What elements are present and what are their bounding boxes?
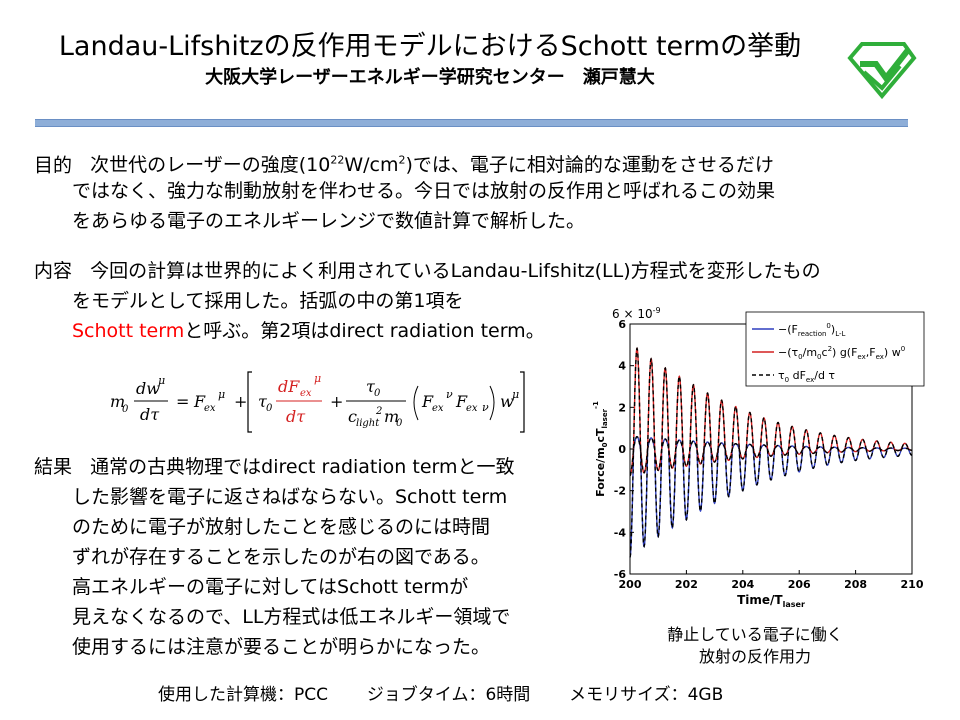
svg-text:m: m <box>110 392 125 411</box>
purpose-line2: ではなく、強力な制動放射を伴わせる。今日では放射の反作用と呼ばれるこの効果 <box>72 180 776 202</box>
content-line2: をモデルとして採用した。括弧の中の第1項を <box>72 290 464 312</box>
svg-text:F: F <box>455 392 468 411</box>
svg-text:0: 0 <box>374 388 381 399</box>
caption-line2: 放射の反作用力 <box>698 647 811 666</box>
results-line7: 使用するには注意が要ることが明らかになった。 <box>72 636 491 658</box>
svg-text:ex: ex <box>432 403 444 414</box>
x-tick-label: 206 <box>788 578 811 591</box>
svg-text:dF: dF <box>278 377 300 396</box>
svg-text:τ: τ <box>366 377 376 396</box>
svg-text:ν: ν <box>482 401 489 414</box>
purpose-label: 目的 <box>34 154 73 177</box>
results-line2: した影響を電子に返さねばならない。Schott term <box>72 486 508 508</box>
purpose-line3: をあらゆる電子のエネルギーレンジで数値計算で解析した。 <box>72 210 586 232</box>
caption-line1: 静止している電子に働く <box>667 625 843 644</box>
content-section: 内容 今回の計算は世界的によく利用されているLandau-Lifshitz(LL… <box>34 256 821 346</box>
results-label: 結果 <box>34 456 73 478</box>
jobtime-info: ジョブタイム：6時間 <box>366 685 531 705</box>
x-tick-label: 202 <box>675 578 698 591</box>
results-line3: のために電子が放射したことを感じるのには時間 <box>72 516 491 538</box>
memory-info: メモリサイズ：4GB <box>569 685 724 705</box>
chart-legend: −(Freaction0)L-L −(τ0/m0c2) g(Fex,Fex) w… <box>745 311 925 387</box>
computer-info: 使用した計算機：PCC <box>158 685 328 705</box>
series-line-schott-dashed-upper <box>629 346 912 477</box>
svg-text:m: m <box>384 407 399 426</box>
svg-text:+: + <box>234 392 247 411</box>
reaction-force-chart: 200 202 204 206 208 210 -6 -4 -2 0 2 4 6 6 × 10-9 Ti… <box>592 306 925 609</box>
x-axis-label: Time/Tlaser <box>737 593 805 609</box>
y-tick-label: 0 <box>618 443 626 456</box>
results-line6: 見えなくなるので、LL方程式は低エネルギー領域で <box>72 606 511 628</box>
content-label: 内容 <box>34 260 73 282</box>
svg-text:0: 0 <box>122 404 129 415</box>
purpose-section: 目的 次世代のレーザーの強度(1022W/cm2)では、電子に相対論的な運動をさ… <box>34 146 775 236</box>
diamond-logo-icon <box>847 42 917 100</box>
svg-text:ex: ex <box>204 403 216 414</box>
header-divider <box>35 119 908 127</box>
svg-text:dw: dw <box>136 379 160 398</box>
svg-text:0: 0 <box>266 403 273 414</box>
x-tick-label: 210 <box>901 578 924 591</box>
svg-text:dτ: dτ <box>286 407 306 426</box>
svg-text:light: light <box>356 418 380 429</box>
legend-entry-2: −(τ0/m0c2) g(Fex,Fex) w0 <box>778 345 905 361</box>
svg-text:=: = <box>176 392 189 411</box>
svg-text:μ: μ <box>314 372 321 385</box>
svg-text:μ: μ <box>512 388 519 401</box>
ll-equation: m 0 dw μ dτ = F ex μ + τ 0 dF ex μ dτ + … <box>110 371 525 433</box>
svg-text:w: w <box>500 392 514 411</box>
results-line4: ずれが存在することを示したのが右の図である。 <box>72 546 490 568</box>
svg-text:ν: ν <box>446 388 453 401</box>
legend-entry-1: −(Freaction0)L-L <box>778 322 845 338</box>
content-line1: 今回の計算は世界的によく利用されているLandau-Lifshitz(LL)方程… <box>90 260 821 282</box>
slide-title: Landau-Lifshitzの反作用モデルにおけるSchott termの挙動 <box>58 31 802 62</box>
svg-text:dτ: dτ <box>140 405 160 424</box>
series-line-schott-dashed-lower <box>629 436 913 558</box>
author-affiliation: 大阪大学レーザーエネルギー学研究センター 瀬戸慧大 <box>205 67 655 88</box>
svg-text:2: 2 <box>375 406 382 417</box>
x-tick-label: 204 <box>731 578 754 591</box>
svg-text:c: c <box>348 407 357 426</box>
svg-text:ex: ex <box>300 388 312 399</box>
svg-text:τ: τ <box>258 392 268 411</box>
results-section: 結果 通常の古典物理ではdirect radiation termと一致 した影… <box>34 452 515 662</box>
y-tick-label: -6 <box>614 568 627 581</box>
svg-text:F: F <box>421 392 434 411</box>
results-line5: 高エネルギーの電子に対してはSchott termが <box>72 576 469 598</box>
y-tick-label: -4 <box>614 526 627 539</box>
content-line3: Schott termと呼ぶ。第2項はdirect radiation term… <box>72 320 545 342</box>
y-tick-label: 4 <box>618 360 626 373</box>
footer-info: 使用した計算機：PCC ジョブタイム：6時間 メモリサイズ：4GB <box>158 680 723 705</box>
legend-entry-3: τ0 dFex/d τ <box>778 369 835 384</box>
series-line-reaction-ll <box>629 436 913 558</box>
figure-caption: 静止している電子に働く 放射の反作用力 <box>650 624 860 668</box>
x-tick-label: 208 <box>844 578 867 591</box>
svg-text:+: + <box>330 392 343 411</box>
y-multiplier-label: 6 × 10-9 <box>612 306 661 321</box>
svg-text:μ: μ <box>158 374 165 387</box>
svg-text:ex: ex <box>466 403 478 414</box>
svg-text:μ: μ <box>218 388 225 401</box>
y-tick-label: 6 <box>618 318 626 331</box>
y-tick-label: -2 <box>614 485 626 498</box>
schott-term-highlight: Schott term <box>72 320 185 342</box>
results-line1: 通常の古典物理ではdirect radiation termと一致 <box>90 456 515 478</box>
svg-text:0: 0 <box>396 418 403 429</box>
x-tick-label: 200 <box>619 578 642 591</box>
purpose-line1: 次世代のレーザーの強度(1022W/cm2)では、電子に相対論的な運動をさせるだ… <box>90 154 774 177</box>
svg-text:F: F <box>193 392 206 411</box>
y-axis-label: Force/m0cTlaser-1 <box>592 401 609 497</box>
y-tick-label: 2 <box>618 401 626 414</box>
